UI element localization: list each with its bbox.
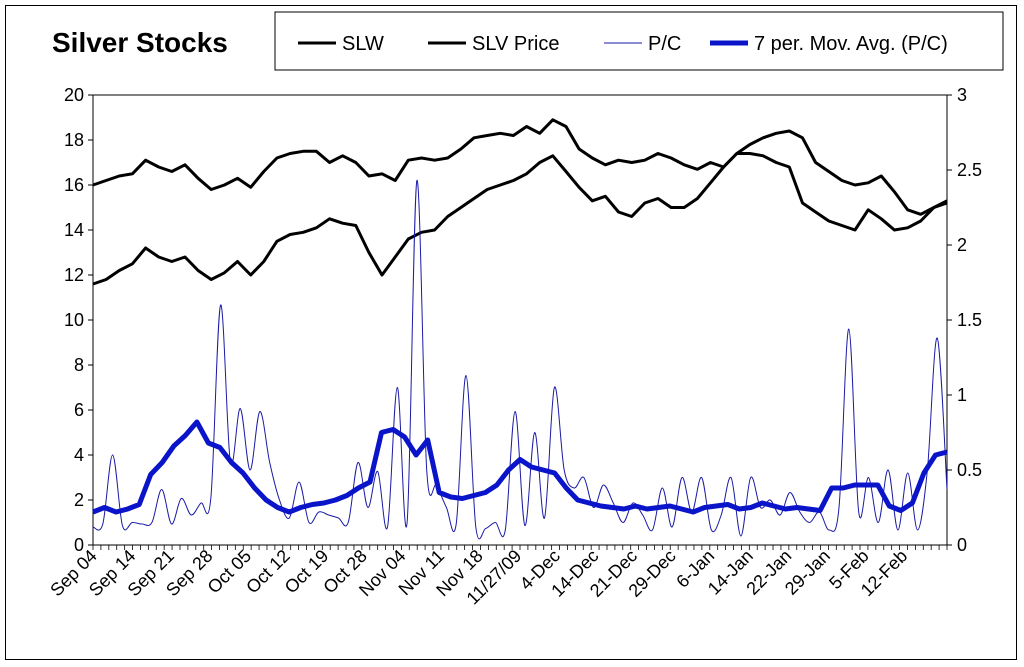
y-right-tick-label: 1.5 <box>957 310 982 330</box>
y-left-tick-label: 20 <box>64 85 84 105</box>
legend-box <box>274 11 1004 71</box>
y-right-tick-label: 2.5 <box>957 160 982 180</box>
series-line-1 <box>92 152 948 286</box>
y-right-tick-label: 1 <box>957 385 967 405</box>
legend-label: P/C <box>648 33 681 55</box>
y-right-tick-label: 3 <box>957 85 967 105</box>
legend-group: SLW SLV Price P/C 7 per. Mov. Avg. (P/C) <box>298 33 948 55</box>
y-left-tick-label: 8 <box>74 355 84 375</box>
y-left-tick-label: 10 <box>64 310 84 330</box>
plot-area <box>92 94 948 546</box>
y-left-tick-label: 4 <box>74 445 84 465</box>
y-right-tick-label: 0.5 <box>957 460 982 480</box>
y-left-tick-label: 2 <box>74 490 84 510</box>
y-left-tick-label: 18 <box>64 130 84 150</box>
legend-label: SLW <box>342 33 384 55</box>
legend-label: 7 per. Mov. Avg. (P/C) <box>754 33 948 55</box>
series-line-3 <box>92 419 948 515</box>
y-right-tick-label: 0 <box>957 535 967 555</box>
series-group <box>92 118 948 540</box>
y-left-tick-label: 12 <box>64 265 84 285</box>
y-left-tick-label: 6 <box>74 400 84 420</box>
series-line-2 <box>92 179 948 540</box>
legend-label: SLV Price <box>472 33 559 55</box>
chart-title: Silver Stocks <box>52 27 228 58</box>
y-left-tick-label: 14 <box>64 220 84 240</box>
series-line-0 <box>92 118 948 216</box>
y-left-tick-label: 16 <box>64 175 84 195</box>
y-left-tick-label: 0 <box>74 535 84 555</box>
y-right-tick-label: 2 <box>957 235 967 255</box>
